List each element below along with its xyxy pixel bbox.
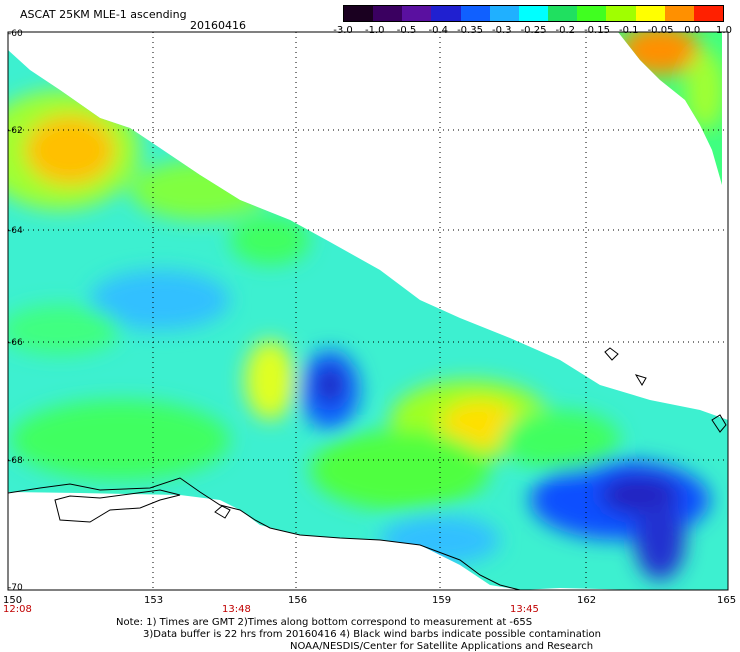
note-line-1: Note: 1) Times are GMT 2)Times along bot… <box>116 617 533 628</box>
note-line-2: 3)Data buffer is 22 hrs from 20160416 4)… <box>143 629 601 640</box>
lon-labels: 150 153 156 159 162 165 <box>3 595 736 606</box>
lat-label: -66 <box>8 338 23 348</box>
colorbar-segment <box>402 6 432 21</box>
colorbar-tick-label: -0.1 <box>618 25 639 36</box>
colorbar <box>343 5 724 22</box>
lon-label: 150 <box>3 595 22 606</box>
lat-label: -62 <box>8 126 23 136</box>
time-label: 13:45 <box>510 604 539 615</box>
map-title: ASCAT 25KM MLE-1 ascending <box>20 8 187 21</box>
lat-lon-grid <box>8 32 728 590</box>
colorbar-tick-label: 0.0 <box>684 25 701 36</box>
colorbar-tick-label: -0.05 <box>647 25 674 36</box>
swath-field <box>8 50 728 590</box>
colorbar-tick-label: -1.0 <box>364 25 385 36</box>
lon-label: 156 <box>288 595 307 606</box>
map-frame <box>7 31 729 591</box>
lat-label: -64 <box>8 226 23 236</box>
colorbar-segment <box>664 6 694 21</box>
colorbar-tick-label: -3.0 <box>333 25 353 36</box>
colorbar-segment <box>635 6 665 21</box>
colorbar-segment <box>606 6 636 21</box>
colorbar-segment <box>518 6 549 21</box>
map-date: 20160416 <box>190 19 246 32</box>
colorbar-segment <box>577 6 607 21</box>
lon-label: 165 <box>717 595 736 606</box>
colorbar-tick-label: -0.3 <box>491 25 512 36</box>
time-labels: 12:08 13:48 13:45 <box>3 604 539 615</box>
colorbar-tick-label: -0.15 <box>584 25 610 36</box>
colorbar-tick-label: 1.0 <box>716 25 732 36</box>
coastline <box>7 347 727 591</box>
colorbar-segment <box>344 6 374 21</box>
colorbar-tick-label: -0.4 <box>428 25 449 36</box>
colorbar-labels: -3.0 -1.0 -0.5 -0.4 -0.35 -0.3 -0.25 -0.2 -0.15-… <box>330 25 732 39</box>
lon-label: 162 <box>577 595 596 606</box>
colorbar-segment <box>489 6 519 21</box>
colorbar-segment <box>693 6 724 21</box>
lat-label: -60 <box>8 29 23 39</box>
colorbar-segment <box>431 6 461 21</box>
time-label: 12:08 <box>3 604 32 615</box>
colorbar-tick-label: -0.25 <box>520 25 547 36</box>
colorbar-segment <box>373 6 403 21</box>
lon-label: 153 <box>144 595 163 606</box>
colorbar-segment <box>548 6 578 21</box>
lat-label: -70 <box>8 583 23 593</box>
colorbar-segment <box>460 6 490 21</box>
corner-swath <box>618 32 722 185</box>
lat-label: -68 <box>8 456 23 466</box>
lon-label: 159 <box>432 595 451 606</box>
colorbar-tick-label: -0.5 <box>396 25 417 36</box>
colorbar-tick-label: -0.35 <box>457 25 483 36</box>
note-line-3: NOAA/NESDIS/Center for Satellite Applica… <box>290 641 594 652</box>
time-label: 13:48 <box>222 604 251 615</box>
lat-labels: -60 -62 -64 -66 -68 -70 <box>8 29 23 593</box>
colorbar-tick-label: -0.2 <box>555 25 576 36</box>
